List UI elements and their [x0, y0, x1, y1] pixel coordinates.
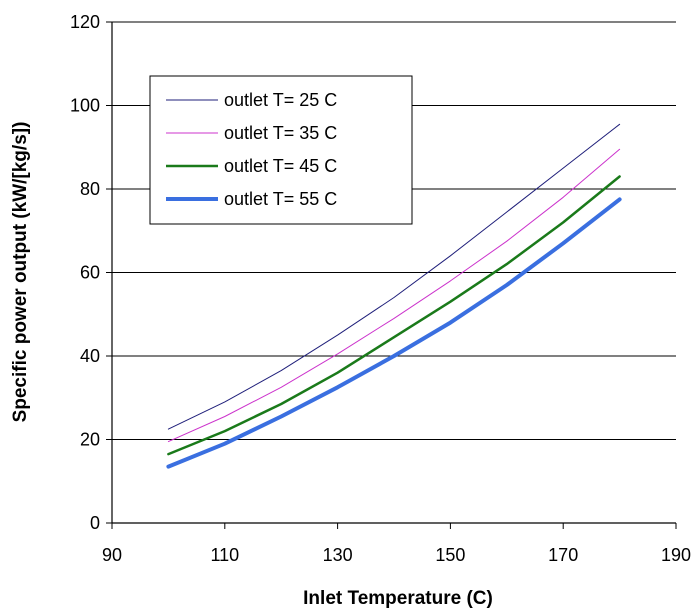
- y-tick-label: 100: [70, 96, 100, 116]
- y-tick-label: 20: [80, 430, 100, 450]
- legend-label-1: outlet T= 25 C: [224, 90, 337, 110]
- x-tick-label: 110: [210, 545, 239, 565]
- x-tick-label: 190: [661, 545, 691, 565]
- series-line-3: [167, 175, 621, 456]
- y-tick-label: 120: [70, 12, 100, 32]
- y-tick-label: 60: [80, 263, 100, 283]
- series-lines: [166, 123, 622, 469]
- x-axis-title: Inlet Temperature (C): [303, 588, 493, 609]
- tick-labels: 0 20 40 60 80 100 120 90 110 130 150 170 190: [70, 12, 691, 565]
- legend-label-3: outlet T= 45 C: [224, 156, 337, 176]
- legend-label-2: outlet T= 35 C: [224, 123, 337, 143]
- legend-label-4: outlet T= 55 C: [224, 189, 337, 209]
- y-axis-title: Specific power output (kW/[kg/s]): [10, 122, 31, 423]
- y-tick-label: 40: [80, 346, 100, 366]
- y-tick-label: 0: [90, 513, 100, 533]
- legend: outlet T= 25 C outlet T= 35 C outlet T= 45…: [149, 75, 413, 225]
- series-line-4: [166, 197, 622, 469]
- x-tick-label: 90: [102, 545, 122, 565]
- y-tick-label: 80: [80, 179, 100, 199]
- x-tick-label: 170: [548, 545, 578, 565]
- x-tick-label: 130: [323, 545, 353, 565]
- series-line-2: [167, 148, 621, 443]
- x-tick-label: 150: [435, 545, 465, 565]
- series-line-1: [167, 123, 621, 430]
